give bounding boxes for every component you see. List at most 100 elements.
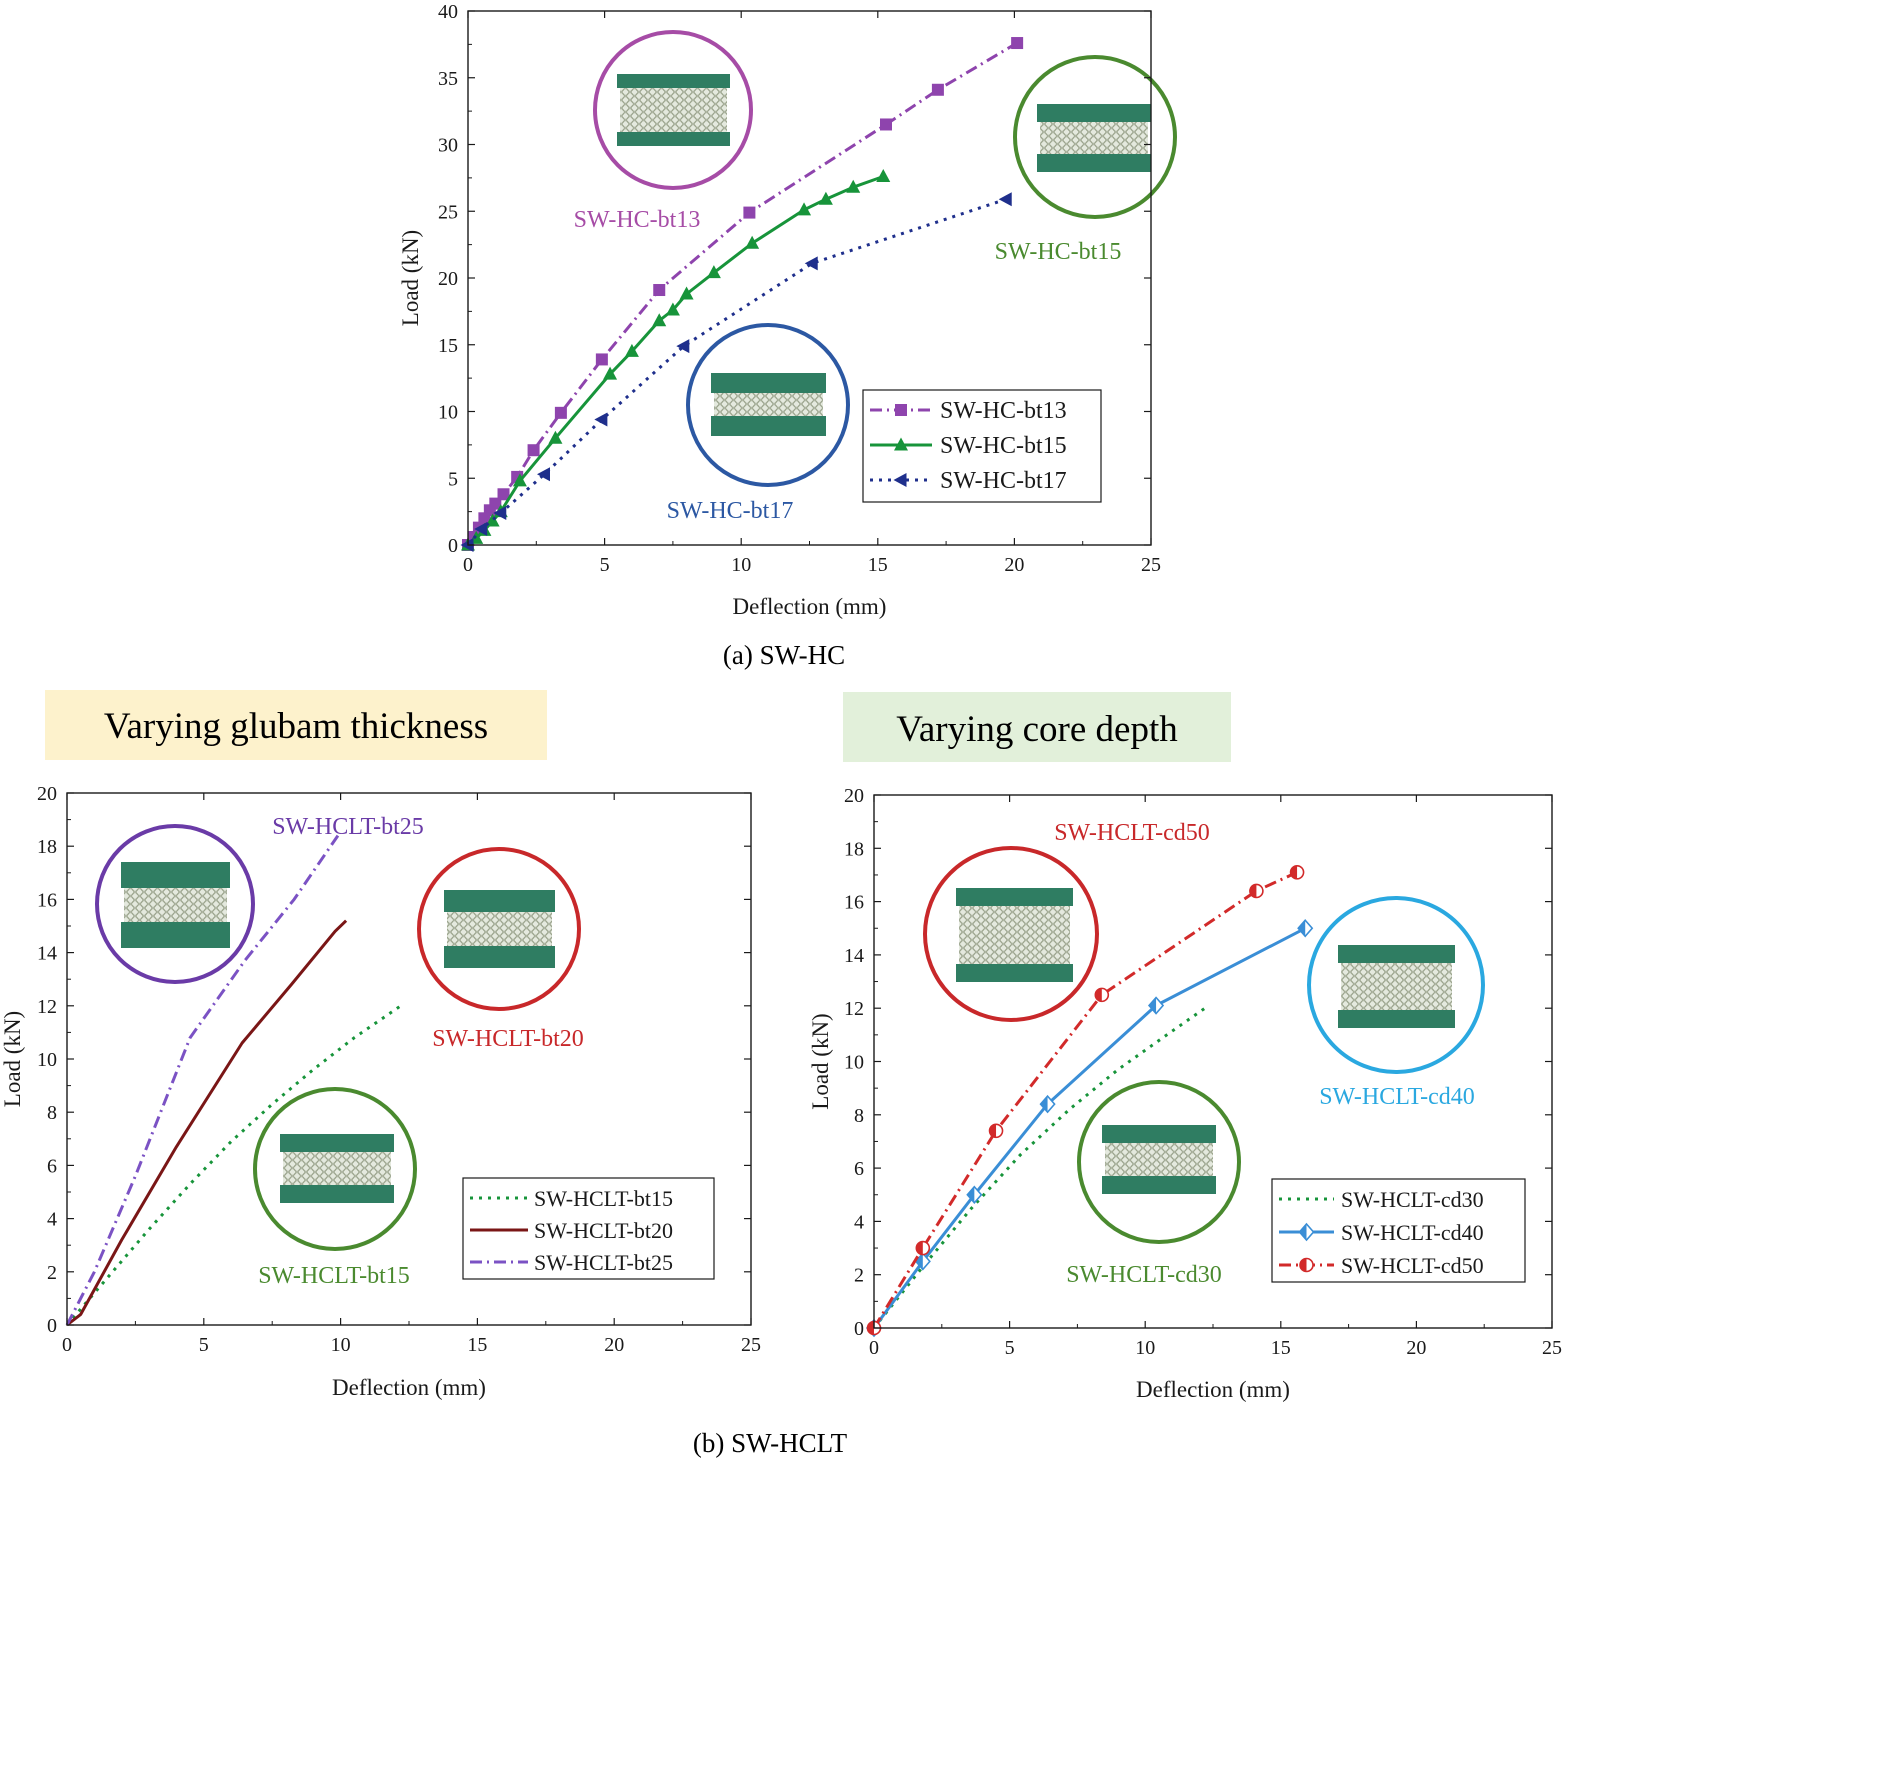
x-tick-label: 10	[1135, 1337, 1155, 1359]
diagram-circle-cd50	[923, 846, 1099, 1022]
legend-label: SW-HCLT-bt25	[534, 1250, 673, 1275]
annotation-cd50: SW-HCLT-cd50	[1054, 820, 1210, 846]
top-panel	[711, 373, 826, 393]
data-point	[594, 412, 608, 427]
bottom-panel	[617, 132, 730, 146]
marker-half	[1040, 1096, 1048, 1113]
x-tick-label: 20	[1004, 554, 1024, 576]
x-tick-label: 15	[1271, 1337, 1291, 1359]
data-point	[915, 1240, 931, 1256]
x-axis-label: Deflection (mm)	[332, 1375, 486, 1400]
y-tick-label: 4	[47, 1209, 57, 1231]
legend-label: SW-HCLT-bt20	[534, 1218, 673, 1243]
honeycomb-core	[447, 912, 552, 946]
y-axis-label: Load (kN)	[0, 1011, 25, 1107]
legend-label: SW-HC-bt13	[940, 398, 1067, 424]
y-tick-label: 30	[438, 135, 458, 157]
diagram-circle-bt17	[686, 323, 850, 487]
data-point	[665, 302, 680, 316]
x-tick-label: 15	[467, 1334, 487, 1356]
diagram-circle-cd30	[1077, 1080, 1241, 1244]
y-tick-label: 8	[854, 1105, 864, 1127]
data-point	[676, 339, 690, 354]
data-point	[489, 497, 502, 510]
y-tick-label: 2	[854, 1265, 864, 1287]
data-point	[931, 83, 944, 96]
series-line-SW-HCLT-cd30	[872, 1006, 1206, 1329]
figure-canvas: SW-HC-bt13 SW-HC-bt15 SW-HC-bt17 0 5 10 15 2…	[0, 1, 1562, 1458]
bottom-panel	[1102, 1176, 1216, 1194]
data-point	[527, 444, 540, 457]
diagram-circle-bt15	[1013, 55, 1177, 219]
sandwich-diagram-cd30	[1077, 1080, 1241, 1244]
x-tick-label: 5	[1005, 1337, 1015, 1359]
top-panel	[1037, 104, 1151, 122]
y-tick-label: 12	[844, 998, 864, 1020]
diagram-circle-bt25	[95, 824, 255, 984]
marker-half	[867, 1321, 874, 1335]
marker-half	[1149, 997, 1157, 1014]
bottom-panel	[1037, 154, 1151, 172]
annotation-bt13: SW-HC-bt13	[574, 207, 701, 233]
data-point	[818, 191, 833, 205]
banner-right: Varying core depth	[843, 692, 1231, 762]
x-tick-label: 10	[331, 1334, 351, 1356]
x-tick-label: 0	[869, 1337, 879, 1359]
bottom-panel	[444, 946, 555, 968]
chart-panel-b1: SW-HCLT-bt25 SW-HCLT-bt20 SW-HCLT-bt15 0…	[0, 783, 761, 1400]
y-tick-label: 0	[448, 535, 458, 557]
data-point	[485, 513, 500, 527]
top-panel	[1102, 1125, 1216, 1143]
y-tick-label: 0	[47, 1315, 57, 1337]
annotation-bt20: SW-HCLT-bt20	[432, 1026, 584, 1052]
annotation-cd30: SW-HCLT-cd30	[1066, 1262, 1222, 1288]
x-tick-label: 25	[1141, 554, 1161, 576]
data-point	[706, 265, 721, 279]
data-point	[595, 353, 608, 366]
sandwich-diagram-bt15	[1013, 55, 1177, 219]
data-point	[624, 343, 639, 357]
honeycomb-core	[1040, 122, 1148, 154]
banner-right-text: Varying core depth	[896, 709, 1178, 750]
y-tick-label: 20	[37, 783, 57, 805]
legend-label: SW-HC-bt15	[940, 433, 1067, 459]
annotation-bt17: SW-HC-bt17	[667, 498, 794, 524]
marker-half	[1299, 1224, 1307, 1240]
series-line-SW-HC-bt17	[466, 197, 1007, 546]
y-tick-label: 18	[844, 838, 864, 860]
top-panel	[121, 862, 230, 888]
bottom-panel	[280, 1185, 394, 1203]
series-SW-HCLT-bt25	[65, 834, 340, 1326]
marker-half	[1290, 865, 1298, 879]
data-point	[743, 206, 756, 219]
legend-b2: SW-HCLT-cd30 SW-HCLT-cd40 SW-HCLT-cd50	[1271, 1178, 1526, 1283]
top-panel	[444, 890, 555, 912]
chart-panel-a: SW-HC-bt13 SW-HC-bt15 SW-HC-bt17 0 5 10 15 2…	[398, 1, 1177, 619]
legend-label: SW-HC-bt17	[940, 468, 1067, 494]
y-tick-label: 6	[47, 1155, 57, 1177]
y-tick-label: 4	[854, 1211, 864, 1233]
data-point	[548, 430, 563, 444]
y-tick-label: 10	[37, 1049, 57, 1071]
x-tick-label: 10	[731, 554, 751, 576]
data-point	[998, 192, 1012, 207]
y-tick-label: 10	[844, 1052, 864, 1074]
bottom-panel	[1338, 1010, 1455, 1028]
diagram-circle-bt13	[593, 30, 753, 190]
banner-left-text: Varying glubam thickness	[104, 706, 488, 747]
data-point	[1094, 987, 1110, 1003]
data-point	[1039, 1094, 1056, 1114]
series-line-SW-HCLT-bt20	[66, 919, 348, 1327]
data-point	[879, 118, 892, 131]
data-point	[846, 179, 861, 193]
honeycomb-core	[620, 88, 727, 132]
data-point	[966, 1185, 983, 1204]
legend-a: SW-HC-bt13 SW-HC-bt15 SW-HC-bt17	[862, 389, 1102, 503]
sandwich-diagram-bt17	[686, 323, 850, 487]
diagram-circle-bt15b	[253, 1087, 417, 1251]
y-tick-label: 8	[47, 1102, 57, 1124]
y-tick-label: 5	[448, 468, 458, 490]
y-tick-label: 14	[37, 943, 57, 965]
y-tick-label: 0	[854, 1318, 864, 1340]
honeycomb-core	[1341, 963, 1452, 1010]
